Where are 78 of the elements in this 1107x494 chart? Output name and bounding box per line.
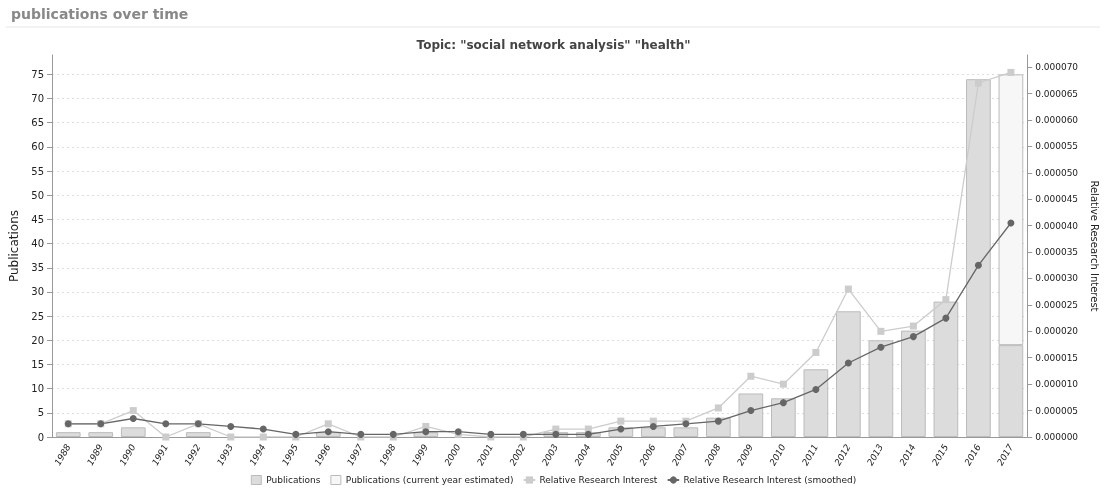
- y-tick-label: 30: [31, 286, 44, 298]
- point: [747, 372, 755, 380]
- point: [227, 422, 235, 430]
- point: [974, 79, 982, 87]
- y2-tick-label: 0.000010: [1035, 379, 1079, 390]
- legend-label: Relative Research Interest: [539, 475, 658, 485]
- y2-tick-label: 0.000030: [1035, 273, 1079, 284]
- point: [812, 385, 820, 393]
- y-axis-title: Publications: [7, 209, 22, 283]
- bar: [120, 427, 146, 437]
- y2-tick-label: 0.000045: [1035, 194, 1079, 205]
- y-tick-label: 65: [31, 117, 44, 129]
- y-tick-label: 10: [31, 383, 44, 395]
- y-tick-label: 20: [31, 334, 44, 346]
- y-tick-label: 35: [31, 262, 44, 274]
- point: [422, 428, 430, 436]
- y2-tick-label: 0.000025: [1035, 299, 1079, 310]
- point: [649, 422, 657, 430]
- point: [747, 407, 755, 415]
- point: [129, 407, 137, 415]
- point: [974, 261, 982, 269]
- point: [877, 343, 885, 351]
- point: [909, 333, 917, 341]
- point: [714, 404, 722, 412]
- y-tick-label: 45: [31, 213, 44, 225]
- y-tick-label: 0: [37, 431, 44, 443]
- y2-tick-label: 0.000035: [1035, 247, 1079, 258]
- y-tick-label: 50: [31, 189, 44, 201]
- point: [259, 425, 267, 433]
- point: [942, 314, 950, 322]
- y2-tick-label: 0.000040: [1035, 220, 1079, 231]
- point: [877, 327, 885, 335]
- y-tick-label: 70: [31, 93, 44, 105]
- y2-tick-label: 0.000015: [1035, 352, 1079, 363]
- y-tick-label: 40: [31, 238, 44, 250]
- bar: [55, 432, 81, 437]
- y-tick-label: 60: [31, 141, 44, 153]
- point: [162, 420, 170, 428]
- point: [259, 433, 267, 441]
- y2-tick-label: 0.000050: [1035, 167, 1079, 178]
- y2-tick-label: 0.000065: [1035, 88, 1079, 99]
- y2-tick-label: 0.000000: [1035, 432, 1079, 442]
- point: [909, 322, 917, 330]
- point: [552, 430, 560, 438]
- y-tick-label: 15: [31, 358, 44, 370]
- bar: [88, 432, 114, 437]
- point: [324, 420, 332, 428]
- point: [227, 433, 235, 441]
- y-tick-label: 25: [31, 310, 44, 322]
- point: [779, 399, 787, 407]
- y-tick-label: 75: [31, 68, 44, 80]
- y2-tick-label: 0.000070: [1035, 62, 1079, 73]
- legend-label: Relative Research Interest (smoothed): [683, 475, 857, 485]
- y-tick-label: 5: [37, 407, 44, 419]
- point: [324, 428, 332, 436]
- legend-label: Publications: [266, 475, 321, 485]
- bar: [185, 432, 211, 437]
- point: [584, 430, 592, 438]
- point: [844, 285, 852, 293]
- point: [162, 433, 170, 441]
- point: [844, 359, 852, 367]
- bar: [673, 427, 699, 437]
- point: [617, 417, 625, 425]
- y2-tick-label: 0.000060: [1035, 114, 1079, 125]
- y2-axis-title: Relative Research Interest: [1088, 180, 1100, 312]
- chart-subtitle: Topic: "social network analysis" "health": [416, 38, 691, 52]
- y2-tick-label: 0.000005: [1035, 405, 1079, 416]
- legend-label: Publications (current year estimated): [345, 475, 514, 485]
- point: [812, 348, 820, 356]
- bar: [640, 427, 666, 437]
- chart-title: publications over time: [11, 6, 189, 22]
- point: [714, 417, 722, 425]
- point: [129, 415, 137, 423]
- point: [1007, 68, 1015, 76]
- y2-tick-label: 0.000020: [1035, 326, 1079, 337]
- point: [779, 380, 787, 388]
- y2-tick-label: 0.000055: [1035, 141, 1079, 152]
- y-tick-label: 55: [31, 165, 44, 177]
